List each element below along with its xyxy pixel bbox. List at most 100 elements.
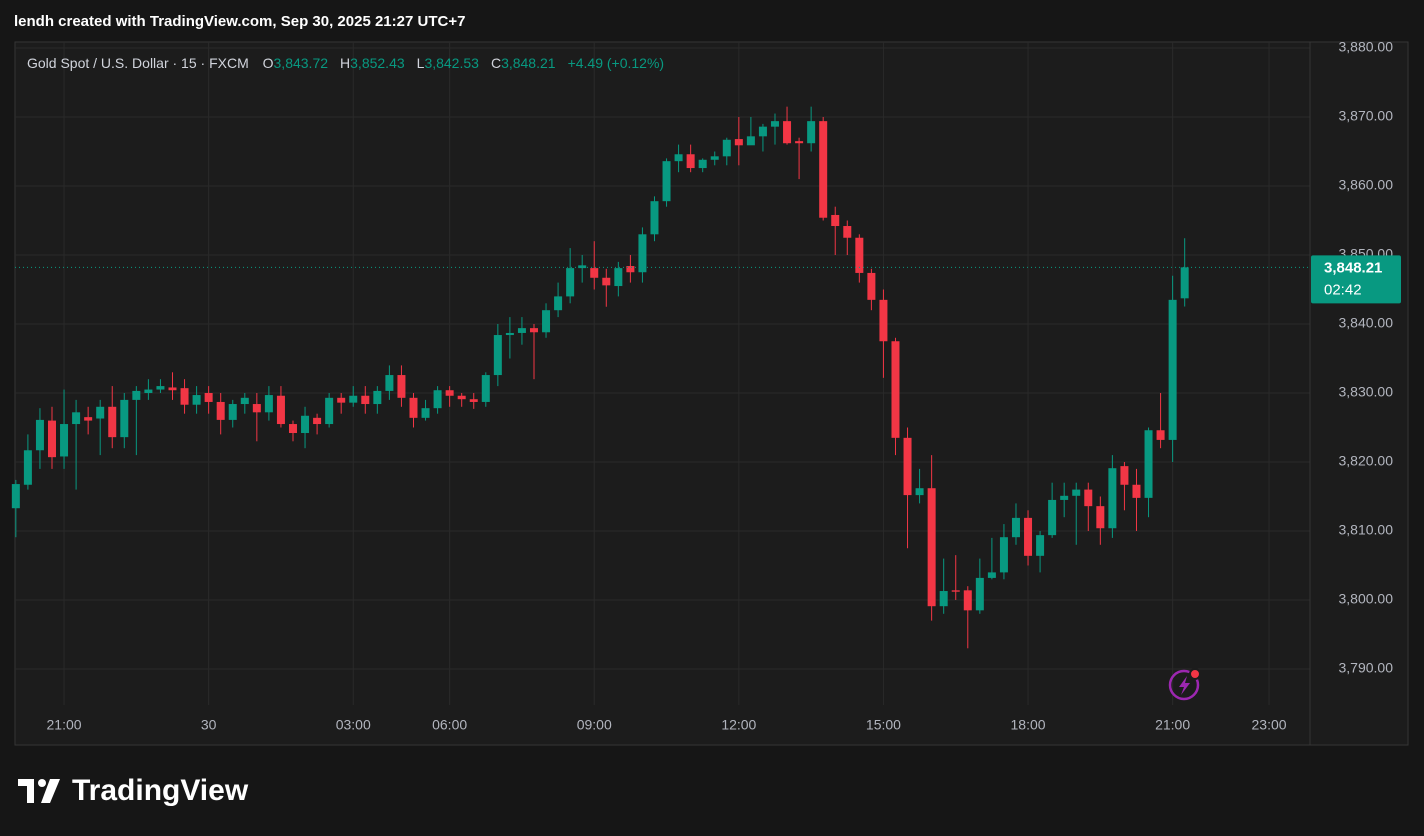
- candle-body: [84, 417, 93, 421]
- last-price-box: [1311, 255, 1401, 304]
- candle-body: [421, 408, 430, 418]
- candle-body: [963, 590, 972, 611]
- candle-body: [758, 126, 767, 137]
- candle-body: [11, 484, 20, 509]
- candle-body: [903, 437, 912, 496]
- y-tick-label: 3,800.00: [1339, 591, 1394, 607]
- candle-body: [674, 154, 683, 162]
- candle-body: [264, 395, 273, 413]
- candle-body: [939, 591, 948, 607]
- legend: Gold Spot / U.S. Dollar · 15 · FXCM O3,8…: [27, 55, 664, 71]
- y-tick-label: 3,810.00: [1339, 522, 1394, 538]
- alert-icon[interactable]: [1168, 668, 1201, 701]
- candle-body: [855, 237, 864, 273]
- candle-body: [698, 159, 707, 169]
- candle-body: [843, 226, 852, 238]
- candle-body: [349, 395, 358, 403]
- candle-body: [72, 412, 81, 425]
- candle-body: [361, 395, 370, 405]
- candle-body: [831, 214, 840, 227]
- brand-logo: [18, 779, 60, 803]
- candle-body: [493, 335, 502, 376]
- candle-body: [433, 390, 442, 409]
- candle-body: [867, 272, 876, 300]
- candle-body: [1072, 489, 1081, 496]
- legend-value: 3,848.21: [501, 55, 556, 71]
- candle-body: [301, 415, 310, 434]
- candle-body: [650, 201, 659, 235]
- candle-body: [891, 341, 900, 438]
- candle-body: [1096, 506, 1105, 529]
- candle-body: [240, 397, 249, 405]
- legend-key: C: [491, 55, 501, 71]
- candle-body: [216, 401, 225, 420]
- candle-body: [96, 406, 105, 419]
- candle-body: [1168, 299, 1177, 440]
- candle-body: [1156, 430, 1165, 440]
- candle-body: [108, 406, 117, 438]
- candle-body: [590, 268, 599, 278]
- x-tick-label: 23:00: [1252, 717, 1287, 733]
- candle-body: [915, 488, 924, 496]
- x-tick-label: 15:00: [866, 717, 901, 733]
- candle-body: [313, 417, 322, 425]
- x-tick-label: 21:00: [47, 717, 82, 733]
- candle-body: [1180, 267, 1189, 299]
- y-tick-label: 3,860.00: [1339, 177, 1394, 193]
- y-tick-label: 3,830.00: [1339, 384, 1394, 400]
- candle-body: [529, 328, 538, 333]
- candle-body: [927, 488, 936, 607]
- candle-body: [385, 375, 394, 391]
- candle-body: [228, 404, 237, 420]
- y-tick-label: 3,870.00: [1339, 108, 1394, 124]
- legend-key: L: [417, 55, 425, 71]
- candle-body: [975, 577, 984, 611]
- x-tick-label: 09:00: [577, 717, 612, 733]
- candle-body: [710, 156, 719, 160]
- brand-text: TradingView: [72, 774, 249, 807]
- candle-body: [879, 299, 888, 342]
- legend-value: 3,842.53: [424, 55, 479, 71]
- candle-body: [999, 537, 1008, 573]
- symbol: Gold Spot / U.S. Dollar · 15 · FXCM: [27, 55, 249, 71]
- candle-body: [662, 161, 671, 202]
- candle-body: [180, 388, 189, 405]
- candle-body: [397, 375, 406, 398]
- candle-body: [409, 397, 418, 418]
- candle-body: [783, 121, 792, 144]
- y-tick-label: 3,790.00: [1339, 660, 1394, 676]
- x-tick-label: 03:00: [336, 717, 371, 733]
- candle-body: [1011, 517, 1020, 538]
- x-tick-label: 06:00: [432, 717, 467, 733]
- candle-body: [734, 139, 743, 146]
- candle-body: [325, 397, 334, 425]
- candle-body: [144, 389, 153, 393]
- candle-body: [770, 121, 779, 127]
- candle-body: [819, 121, 828, 218]
- legend-value: 3,843.72: [274, 55, 329, 71]
- candle-body: [542, 310, 551, 333]
- candles: [11, 106, 1310, 649]
- candle-body: [1036, 535, 1045, 556]
- candle-body: [252, 404, 261, 413]
- y-tick-label: 3,840.00: [1339, 315, 1394, 331]
- candle-body: [1024, 517, 1033, 556]
- candle-body: [614, 268, 623, 287]
- candle-body: [373, 390, 382, 405]
- legend-value: 3,852.43: [350, 55, 405, 71]
- candle-body: [951, 590, 960, 592]
- candle-body: [337, 397, 346, 403]
- candle-body: [807, 121, 816, 144]
- candle-body: [288, 424, 297, 434]
- candle-body: [578, 265, 587, 269]
- x-tick-label: 12:00: [721, 717, 756, 733]
- candle-body: [1048, 499, 1057, 536]
- chart-frame: [14, 41, 1409, 746]
- candle-body: [35, 419, 44, 451]
- candle-body: [156, 386, 165, 390]
- grid: [15, 42, 1310, 705]
- candle-body: [517, 328, 526, 333]
- y-tick-label: 3,880.00: [1339, 39, 1394, 55]
- candle-body: [795, 141, 804, 144]
